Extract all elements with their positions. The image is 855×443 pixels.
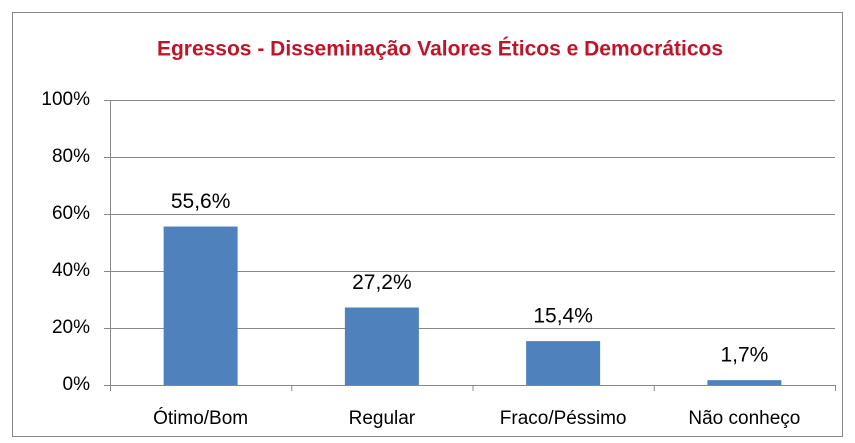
chart-border [12,12,843,437]
y-tick-label: 60% [52,203,90,224]
y-tick-label: 100% [41,89,90,110]
y-tick-label: 20% [52,317,90,338]
x-tick-label: Regular [349,408,416,429]
x-tick-label: Fraco/Péssimo [500,408,627,429]
y-tick-label: 0% [63,374,91,395]
x-tick-label: Ótimo/Bom [153,407,248,429]
chart-title: Egressos - Disseminação Valores Éticos e… [157,38,723,61]
bar [344,307,419,385]
data-label: 1,7% [720,344,768,367]
y-tick-label: 40% [52,260,90,281]
data-label: 55,6% [171,190,231,213]
y-tick-label: 80% [52,146,90,167]
bar [526,341,601,385]
bar [707,380,782,385]
bar [163,226,238,385]
data-label: 27,2% [352,271,412,294]
data-label: 15,4% [533,305,593,328]
x-tick-label: Não conheço [688,408,800,429]
